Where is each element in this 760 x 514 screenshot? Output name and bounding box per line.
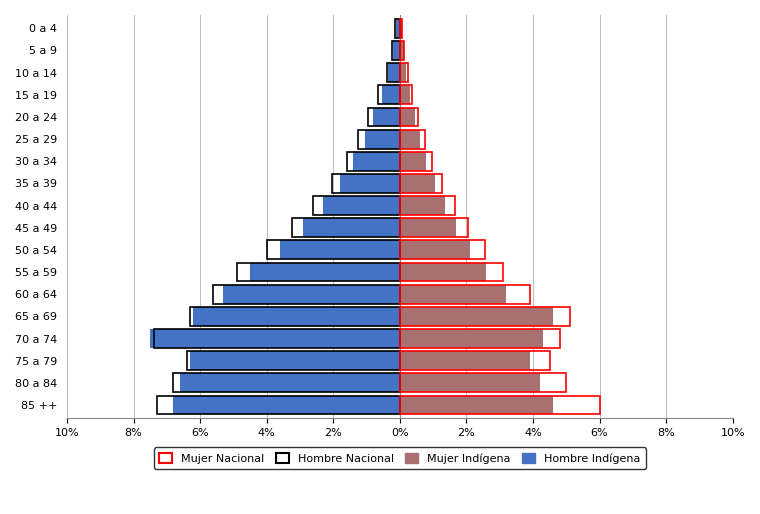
Bar [280,241,400,259]
Bar [400,196,454,215]
Bar [400,41,404,60]
Bar [396,19,400,38]
Bar [400,396,600,414]
Bar [382,85,400,104]
Bar [400,329,559,348]
Bar [400,218,457,237]
Bar [400,19,402,38]
Bar [267,241,400,259]
Bar [400,174,442,193]
Bar [190,307,400,326]
Bar [400,85,413,104]
Bar [194,307,400,326]
Bar [400,374,566,392]
Bar [400,241,485,259]
Bar [400,196,445,215]
Bar [323,196,400,215]
Bar [400,63,408,82]
Bar [150,329,400,348]
Bar [214,285,400,304]
Bar [331,174,400,193]
Bar [353,152,400,171]
Bar [180,374,400,392]
Bar [400,107,418,126]
Bar [313,196,400,215]
Bar [365,130,400,149]
Bar [400,374,540,392]
Bar [400,307,553,326]
Bar [358,130,400,149]
Bar [236,263,400,282]
Bar [400,263,503,282]
Bar [400,63,407,82]
Bar [400,152,426,171]
Bar [250,263,400,282]
Bar [400,85,410,104]
Bar [400,130,420,149]
Bar [173,396,400,414]
Bar [400,285,506,304]
Bar [157,396,400,414]
Bar [400,218,468,237]
Bar [378,85,400,104]
Bar [400,351,549,370]
Bar [400,285,530,304]
Bar [400,351,530,370]
Bar [173,374,400,392]
Bar [400,152,432,171]
Bar [368,107,400,126]
Bar [400,241,470,259]
Bar [187,351,400,370]
Bar [400,396,553,414]
Bar [292,218,400,237]
Bar [347,152,400,171]
Bar [395,19,400,38]
Bar [400,307,569,326]
Bar [373,107,400,126]
Bar [190,351,400,370]
Legend: Mujer Nacional, Hombre Nacional, Mujer Indígena, Hombre Indígena: Mujer Nacional, Hombre Nacional, Mujer I… [154,447,646,469]
Bar [340,174,400,193]
Bar [303,218,400,237]
Bar [391,41,400,60]
Bar [223,285,400,304]
Bar [400,329,543,348]
Bar [400,19,402,38]
Bar [400,107,415,126]
Bar [400,174,435,193]
Bar [388,63,400,82]
Bar [387,63,400,82]
Bar [400,263,486,282]
Bar [400,130,425,149]
Bar [400,41,404,60]
Bar [392,41,400,60]
Bar [154,329,400,348]
